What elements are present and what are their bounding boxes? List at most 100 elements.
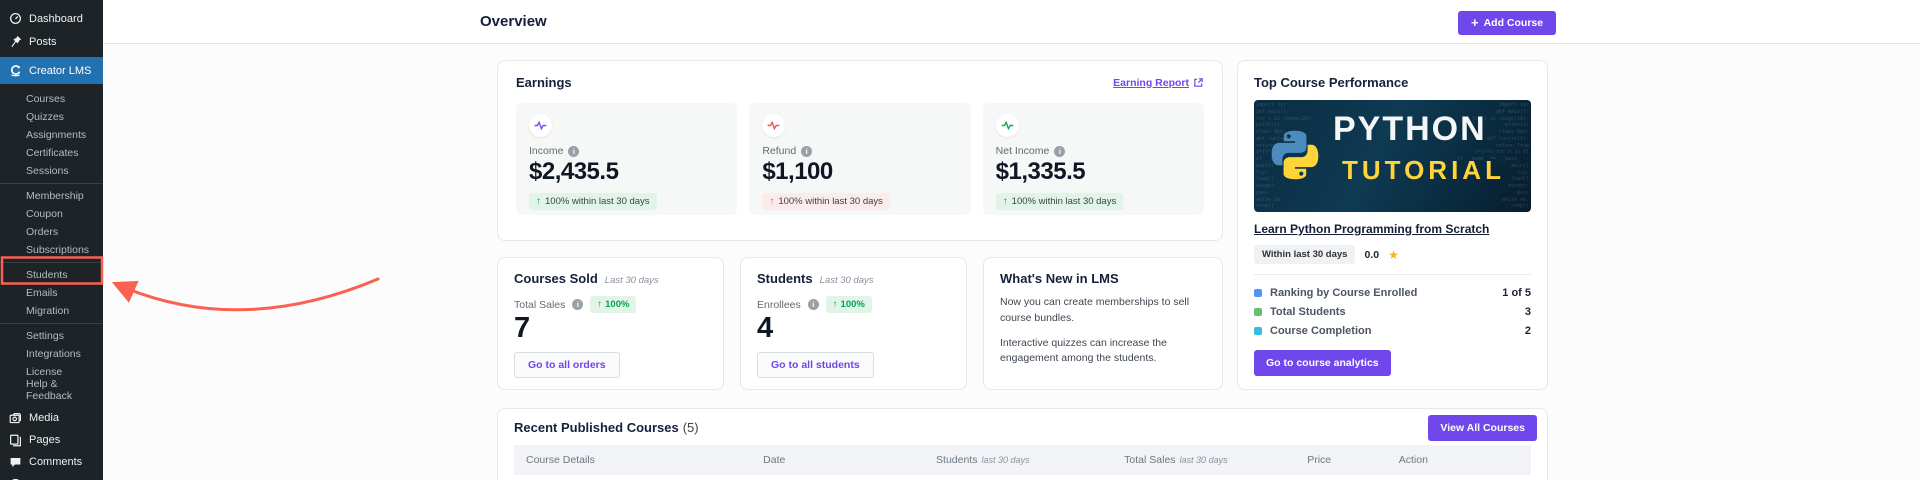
stat-label: Total Students	[1270, 305, 1346, 318]
refund-trend-text: 100% within last 30 days	[778, 196, 883, 207]
go-to-all-orders-button[interactable]: Go to all orders	[514, 352, 620, 378]
sidebar-item-orders[interactable]: Orders	[26, 226, 59, 238]
creator-lms-icon	[11, 65, 21, 77]
sidebar-item-assignments[interactable]: Assignments	[26, 129, 87, 141]
sidebar-item-quizzes[interactable]: Quizzes	[26, 111, 64, 123]
page-header-bar: Overview + Add Course	[103, 0, 1920, 44]
media-icon	[9, 412, 21, 423]
sidebar-item-integrations[interactable]: Integrations	[26, 348, 81, 360]
students-title: Students	[757, 271, 813, 286]
stat-row-ranking: Ranking by Course Enrolled 1 of 5	[1254, 283, 1531, 302]
course-stats-list: Ranking by Course Enrolled 1 of 5 Total …	[1254, 283, 1531, 340]
trend-up-icon: ↑	[832, 299, 838, 310]
info-icon[interactable]: i	[807, 299, 819, 310]
sidebar-item-subscriptions[interactable]: Subscriptions	[26, 244, 90, 256]
income-trend-pill: ↑ 100% within last 30 days	[529, 193, 657, 210]
stat-value: 2	[1524, 324, 1531, 337]
activity-icon	[762, 114, 786, 137]
sidebar-item-sessions[interactable]: Sessions	[26, 165, 69, 177]
sidebar-item-label: Creator LMS	[29, 64, 92, 77]
column-label: Date	[763, 454, 786, 466]
total-sales-trend: 100%	[605, 299, 630, 310]
column-date: Date	[763, 454, 936, 466]
net-income-trend-pill: ↑ 100% within last 30 days	[995, 193, 1124, 210]
sidebar-item-dashboard[interactable]: Dashboard	[0, 7, 103, 30]
divider	[1254, 274, 1531, 275]
thumbnail-subtitle: TUTORIAL	[1342, 155, 1505, 185]
sidebar-item-pages[interactable]: Pages	[0, 429, 103, 451]
period-badge: Within last 30 days	[1254, 245, 1356, 264]
stat-label: Ranking by Course Enrolled	[1270, 286, 1418, 299]
whats-new-item-2: Interactive quizzes can increase the eng…	[1000, 336, 1167, 365]
courses-sold-value: 7	[514, 312, 531, 344]
info-icon[interactable]: i	[572, 299, 584, 310]
sidebar-item-emails[interactable]: Emails	[26, 287, 58, 299]
refund-label-row: Refund i	[762, 145, 957, 157]
column-note: last 30 days	[1179, 455, 1228, 465]
sidebar-item-label: Dashboard	[29, 12, 83, 25]
submenu-divider	[0, 262, 103, 263]
refund-label: Refund	[762, 145, 797, 157]
trend-up-icon: ↑	[1002, 196, 1008, 207]
code-texture: import sys def main(): for i in range(10…	[1456, 102, 1529, 210]
sidebar-item-students[interactable]: Students	[26, 269, 68, 281]
sidebar-item-comments[interactable]: Comments	[0, 451, 103, 473]
recent-courses-count: (5)	[682, 420, 699, 435]
recent-courses-title: Recent Published Courses (5)	[514, 420, 699, 435]
submenu-divider	[0, 323, 103, 324]
enrollees-label: Enrollees	[757, 298, 801, 311]
stat-row-total-students: Total Students 3	[1254, 302, 1531, 321]
students-value: 4	[757, 312, 774, 344]
plus-icon: +	[1471, 15, 1479, 30]
sidebar-item-creator-lms[interactable]: Creator LMS	[0, 57, 103, 84]
income-value: $2,435.5	[529, 158, 619, 185]
admin-sidebar: Dashboard Posts Creator LMS Courses Quiz…	[0, 0, 103, 480]
view-all-courses-button[interactable]: View All Courses	[1428, 415, 1537, 441]
net-income-trend-text: 100% within last 30 days	[1011, 196, 1117, 207]
earnings-title: Earnings	[516, 75, 572, 90]
earning-report-link[interactable]: Earning Report	[1113, 77, 1204, 89]
sidebar-item-membership[interactable]: Membership	[26, 190, 84, 202]
code-texture: import sys def main(): for i in range(10…	[1256, 102, 1328, 210]
page-title: Overview	[480, 13, 547, 30]
sidebar-item-label: Comments	[29, 456, 83, 468]
sidebar-item-label: Posts	[29, 35, 57, 48]
refund-value: $1,100	[762, 158, 833, 185]
recent-courses-header: Recent Published Courses (5) View All Cou…	[498, 409, 1547, 441]
net-income-label-row: Net Income i	[996, 145, 1191, 157]
sidebar-item-certificates[interactable]: Certificates	[26, 147, 79, 159]
sidebar-item-coupon[interactable]: Coupon	[26, 208, 63, 220]
earning-report-label: Earning Report	[1113, 76, 1189, 89]
sidebar-item-courses[interactable]: Courses	[26, 93, 66, 105]
courses-sold-card: Courses Sold Last 30 days Total Sales i …	[497, 257, 724, 390]
income-label-row: Income i	[529, 145, 724, 157]
column-label: Total Sales	[1124, 454, 1176, 466]
course-thumbnail[interactable]: import sys def main(): for i in range(10…	[1254, 100, 1531, 212]
sidebar-item-posts[interactable]: Posts	[0, 30, 103, 53]
column-price: Price	[1307, 454, 1399, 466]
sidebar-item-license[interactable]: License	[26, 366, 63, 378]
enrollees-row: Enrollees i ↑ 100%	[741, 286, 966, 313]
whats-new-card: What's New in LMS Now you can create mem…	[983, 257, 1223, 390]
go-to-course-analytics-button[interactable]: Go to course analytics	[1254, 350, 1391, 376]
sidebar-item-help-feedback[interactable]: Help & Feedback	[26, 378, 73, 402]
whats-new-title: What's New in LMS	[1000, 271, 1119, 286]
info-icon[interactable]: i	[568, 145, 580, 157]
info-icon[interactable]: i	[1054, 145, 1066, 157]
stat-value: 3	[1524, 305, 1531, 318]
column-students: Students last 30 days	[936, 454, 1124, 466]
course-title-link[interactable]: Learn Python Programming from Scratch	[1254, 222, 1490, 236]
pin-icon	[11, 35, 22, 48]
sidebar-item-settings[interactable]: Settings	[26, 330, 64, 342]
courses-sold-title: Courses Sold	[514, 271, 598, 286]
go-to-all-students-button[interactable]: Go to all students	[757, 352, 874, 378]
sidebar-item-migration[interactable]: Migration	[26, 305, 70, 317]
sidebar-item-partial[interactable]	[0, 473, 103, 480]
sidebar-item-media[interactable]: Media	[0, 407, 103, 429]
column-action: Action	[1399, 454, 1531, 466]
info-icon[interactable]: i	[801, 145, 813, 157]
recent-courses-title-text: Recent Published Courses	[514, 420, 679, 435]
add-course-button[interactable]: + Add Course	[1458, 11, 1557, 35]
whats-new-header: What's New in LMS	[984, 258, 1222, 286]
stat-row-course-completion: Course Completion 2	[1254, 321, 1531, 340]
